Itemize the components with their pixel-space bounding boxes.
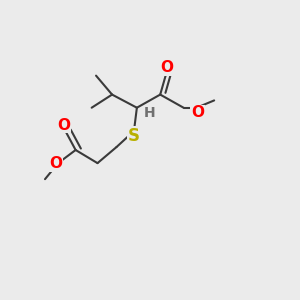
Text: S: S [128,127,140,145]
Text: O: O [50,157,63,172]
Text: O: O [58,118,70,133]
Text: H: H [144,106,155,120]
Text: O: O [160,60,173,75]
Text: O: O [191,106,204,121]
